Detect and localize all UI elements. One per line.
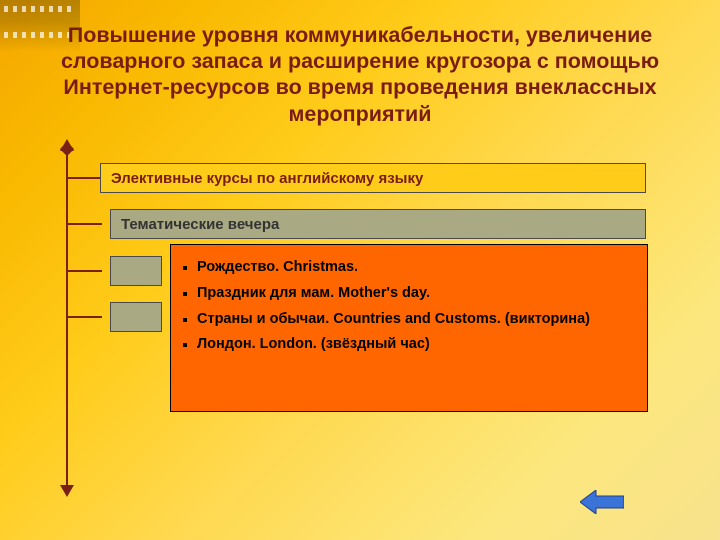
- detail-list: Рождество. Christmas. Праздник для мам. …: [187, 257, 641, 356]
- axis-tick: [66, 223, 102, 225]
- axis-arrow-down-icon: [60, 485, 74, 497]
- list-item: Праздник для мам. Mother's day.: [187, 283, 641, 305]
- axis-tick: [66, 316, 102, 318]
- detail-panel: Рождество. Christmas. Праздник для мам. …: [170, 244, 648, 412]
- bar-themed-evenings: Тематические вечера: [110, 209, 646, 239]
- bar-elective-courses: Элективные курсы по английскому языку: [100, 163, 646, 193]
- bar-stub: [110, 302, 162, 332]
- axis-tick: [66, 270, 102, 272]
- vertical-axis: [66, 148, 68, 488]
- axis-arrow-up-icon: [60, 139, 74, 151]
- back-arrow-button[interactable]: [580, 490, 624, 514]
- bar-label: Элективные курсы по английскому языку: [111, 170, 423, 187]
- page-title: Повышение уровня коммуникабельности, уве…: [44, 22, 676, 127]
- list-item: Страны и обычаи. Countries and Customs. …: [187, 309, 641, 331]
- slide: Повышение уровня коммуникабельности, уве…: [0, 0, 720, 540]
- bar-stub: [110, 256, 162, 286]
- list-item: Лондон. London. (звёздный час): [187, 334, 641, 356]
- bar-label: Тематические вечера: [121, 216, 279, 233]
- axis-tick: [66, 177, 102, 179]
- list-item: Рождество. Christmas.: [187, 257, 641, 279]
